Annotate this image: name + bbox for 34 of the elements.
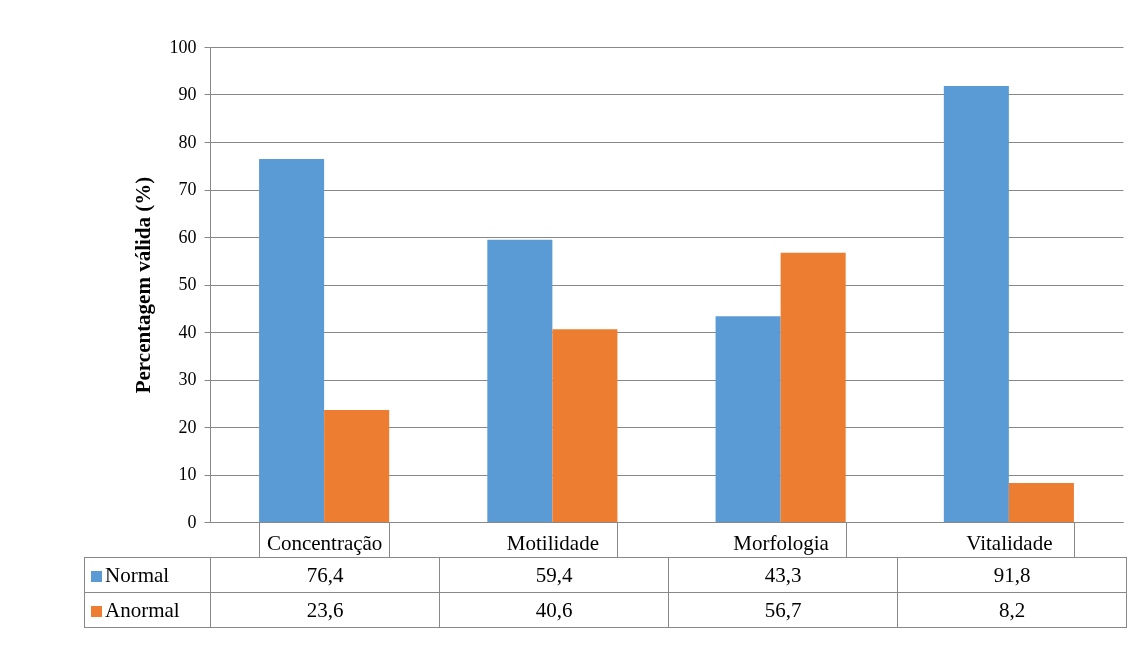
data-label: 43,3 xyxy=(668,557,898,593)
x-tick-label: Motilidade xyxy=(506,530,599,555)
y-tick-label: 80 xyxy=(178,131,197,152)
y-axis-title: Percentagem válida (%) xyxy=(130,176,155,394)
y-tick-label: 20 xyxy=(178,416,197,437)
bar xyxy=(1008,483,1074,522)
bar xyxy=(324,409,390,522)
bar xyxy=(780,252,846,522)
data-label: 40,6 xyxy=(439,592,669,628)
data-label: 56,7 xyxy=(668,592,898,628)
y-tick-label: 90 xyxy=(178,84,197,104)
data-label: 91,8 xyxy=(897,557,1127,593)
y-tick-label: 30 xyxy=(178,369,197,389)
x-tick-label: Vitalidade xyxy=(966,530,1053,555)
x-tick-label: Concentração xyxy=(266,530,383,555)
y-tick-label: 10 xyxy=(178,464,197,484)
bar xyxy=(552,329,618,522)
y-tick-label: 70 xyxy=(178,179,197,199)
bar xyxy=(487,239,553,522)
y-tick-label: 100 xyxy=(169,36,197,57)
y-tick-label: 0 xyxy=(187,511,197,532)
data-label: 8,2 xyxy=(897,592,1127,628)
data-label: 59,4 xyxy=(439,557,669,593)
y-tick-label: 60 xyxy=(178,226,197,247)
data-label: 23,6 xyxy=(210,592,440,628)
bar xyxy=(259,159,325,522)
y-tick-label: 40 xyxy=(178,321,197,342)
y-tick-label: 50 xyxy=(178,274,197,294)
x-tick-label: Morfologia xyxy=(733,530,830,555)
bar xyxy=(943,85,1009,522)
legend-label: Anormal xyxy=(84,592,211,628)
legend-label: Normal xyxy=(84,557,211,593)
data-label: 76,4 xyxy=(210,557,440,593)
bar xyxy=(715,316,781,522)
